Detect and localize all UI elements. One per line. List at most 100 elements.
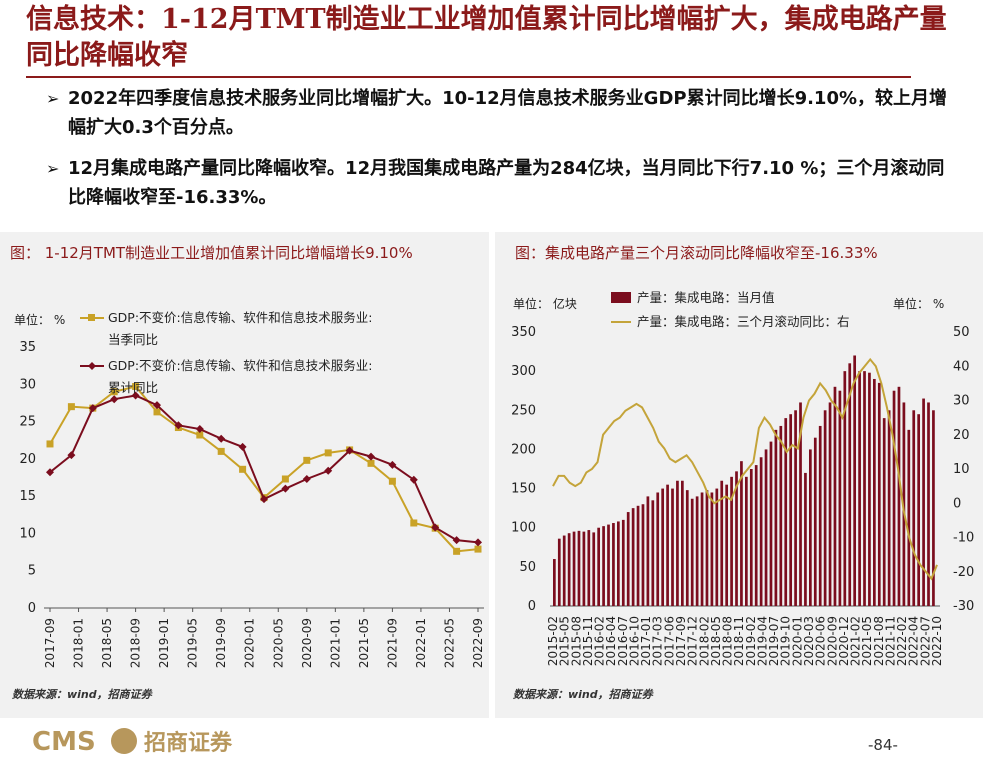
legend-label-line2: 当季同比 xyxy=(108,332,158,347)
x-tick-label: 2020-09 xyxy=(300,618,314,668)
bar xyxy=(602,526,605,606)
y-left-tick-label: 150 xyxy=(511,482,536,497)
x-tick-label: 2021-01 xyxy=(328,618,342,668)
x-tick-label: 2021-08 xyxy=(872,616,886,666)
x-tick-label: 2015-08 xyxy=(569,616,583,666)
bar xyxy=(577,530,581,606)
y-right-tick-label: 40 xyxy=(953,359,970,374)
chart-panel-left: 图： 1-12月TMT制造业工业增加值累计同比增幅增长9.10% 单位： % 0 5… xyxy=(0,232,489,718)
bar xyxy=(917,414,921,606)
data-point xyxy=(431,523,440,532)
x-tick-label: 2022-04 xyxy=(907,616,921,666)
x-tick-label: 2022-05 xyxy=(442,618,456,668)
bar xyxy=(557,538,561,606)
bar xyxy=(759,457,763,606)
data-point xyxy=(324,449,332,457)
x-tick-label: 2019-09 xyxy=(214,618,228,668)
x-tick-label: 2021-05 xyxy=(357,618,371,668)
data-point xyxy=(388,477,396,485)
series-line xyxy=(49,385,479,553)
x-tick-label: 2015-05 xyxy=(558,616,572,666)
y-tick-label: 15 xyxy=(19,489,36,504)
y-right-tick-label: 0 xyxy=(953,496,961,511)
bar xyxy=(892,390,896,606)
y-right-tick-label: -30 xyxy=(953,599,974,614)
chart-title-left: 图： 1-12月TMT制造业工业增加值累计同比增幅增长9.10% xyxy=(10,244,413,262)
bar xyxy=(897,386,901,606)
bar xyxy=(740,461,743,606)
data-point xyxy=(453,547,461,555)
legend-label-line: 产量：集成电路：三个月滚动同比：右 xyxy=(637,314,850,329)
bar xyxy=(907,429,911,606)
x-tick-label: 2019-04 xyxy=(755,616,769,666)
legend-swatch-bar xyxy=(611,292,631,303)
data-point xyxy=(88,404,97,413)
x-tick-label: 2022-01 xyxy=(414,618,428,668)
y-left-tick-label: 0 xyxy=(528,599,536,614)
data-point xyxy=(474,538,482,547)
bar xyxy=(725,484,729,606)
bar xyxy=(902,402,906,606)
data-point xyxy=(302,474,311,483)
bar xyxy=(715,488,719,606)
x-tick-label: 2017-03 xyxy=(651,616,665,666)
bar xyxy=(877,382,881,606)
bar xyxy=(769,441,773,606)
data-point xyxy=(195,425,204,434)
data-point xyxy=(67,403,75,411)
bar xyxy=(710,492,714,606)
bar xyxy=(858,371,861,606)
bar xyxy=(636,505,640,606)
bar xyxy=(764,449,768,606)
x-tick-label: 2021-11 xyxy=(883,616,897,666)
logo-cn-text: 招商证券 xyxy=(144,730,233,756)
y-left-tick-label: 300 xyxy=(511,364,536,379)
y-right-tick-label: 50 xyxy=(953,325,970,340)
x-tick-label: 2020-01 xyxy=(243,618,257,668)
data-point xyxy=(196,431,204,439)
legend-marker xyxy=(88,314,95,321)
bar xyxy=(873,378,876,606)
x-tick-label: 2022-10 xyxy=(930,616,944,666)
bar xyxy=(617,521,620,606)
y-left-tick-label: 100 xyxy=(511,521,536,536)
y-left-tick-label: 350 xyxy=(511,325,536,340)
legend-label-bar: 产量：集成电路：当月值 xyxy=(637,290,775,305)
y-left-tick-label: 200 xyxy=(511,442,536,457)
data-point xyxy=(260,495,268,504)
bar xyxy=(838,390,842,606)
bar xyxy=(681,480,684,606)
y-tick-label: 25 xyxy=(19,415,36,430)
bar xyxy=(582,531,586,606)
line-chart-gdp: 单位： % 0 5 10 15 20 25 30 35 2017-09 2018-01 2018-05… xyxy=(14,310,485,668)
y-tick-label: 10 xyxy=(19,526,36,541)
bar xyxy=(676,480,679,606)
y-right-tick-label: 10 xyxy=(953,462,970,477)
bar xyxy=(745,476,748,606)
x-tick-label: 2017-01 xyxy=(639,616,653,666)
bar xyxy=(631,508,635,606)
chart-source-left: 数据来源：wind，招商证券 xyxy=(12,688,152,701)
bar xyxy=(626,512,630,606)
bar xyxy=(927,402,930,606)
bar xyxy=(912,410,916,606)
x-tick-label: 2020-06 xyxy=(814,616,828,666)
page-number: -84- xyxy=(868,736,898,754)
bar xyxy=(562,535,566,606)
x-tick-label: 2021-05 xyxy=(860,616,874,666)
x-tick-label: 2022-07 xyxy=(918,616,932,666)
x-tick-label: 2017-09 xyxy=(43,618,57,668)
data-point xyxy=(217,447,225,455)
x-tick-label: 2022-02 xyxy=(895,616,909,666)
x-tick-label: 2016-10 xyxy=(627,616,641,666)
x-tick-label: 2016-02 xyxy=(593,616,607,666)
bar xyxy=(592,532,596,606)
x-tick-label: 2021-09 xyxy=(385,618,399,668)
bar xyxy=(735,471,738,606)
bar xyxy=(799,402,802,606)
x-tick-label: 2022-09 xyxy=(471,618,485,668)
x-tick-label: 2019-07 xyxy=(767,616,781,666)
data-point xyxy=(110,395,119,404)
data-point xyxy=(410,519,418,527)
data-point xyxy=(452,536,461,545)
